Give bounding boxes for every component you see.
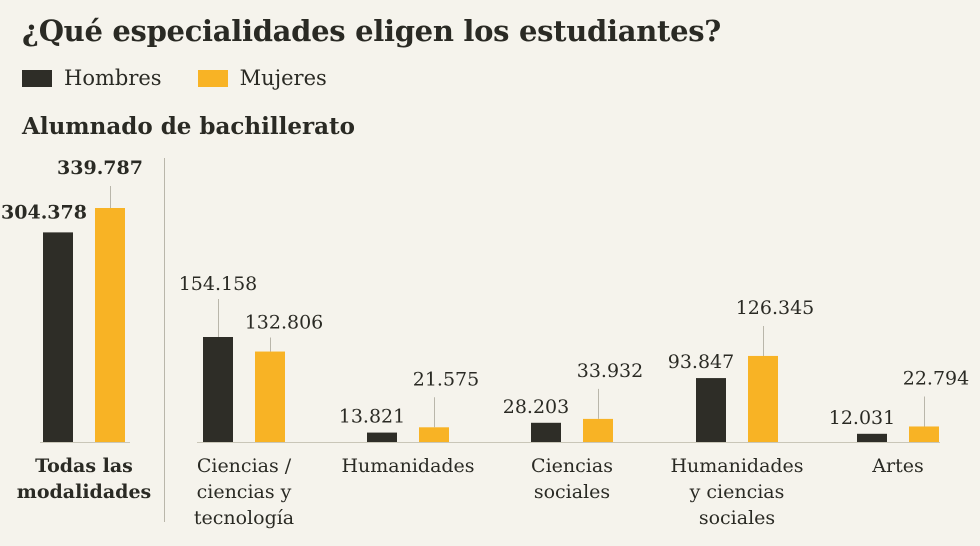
category-label: Ciencias sociales xyxy=(497,453,647,505)
bar-hombres xyxy=(531,422,561,442)
bar-mujeres xyxy=(95,208,125,442)
data-label-hombres: 13.821 xyxy=(339,406,405,428)
category-label: Todas las modalidades xyxy=(9,453,159,505)
category-label-line: Humanidades xyxy=(341,455,475,477)
category-label: Humanidades y ciencias sociales xyxy=(662,453,812,531)
category-label: Artes xyxy=(823,453,973,479)
bar-hombres xyxy=(43,232,73,442)
data-label-hombres: 12.031 xyxy=(829,407,895,429)
chart-subtitle: Alumnado de bachillerato xyxy=(22,113,355,140)
category-label-line: ciencias y xyxy=(196,481,292,503)
bar-mujeres xyxy=(909,426,939,442)
category-label-line: sociales xyxy=(698,507,776,529)
category-label-line: Ciencias xyxy=(531,455,613,477)
category-label: Ciencias / ciencias y tecnología xyxy=(169,453,319,531)
category-label-line: y ciencias xyxy=(689,481,785,503)
data-label-hombres: 304.378 xyxy=(1,201,87,223)
data-label-mujeres: 132.806 xyxy=(245,312,324,334)
bar-mujeres xyxy=(748,355,778,442)
category-label-line: sociales xyxy=(533,481,611,503)
legend-label-hombres: Hombres xyxy=(64,66,162,90)
category-label-line: Artes xyxy=(872,455,924,477)
legend-label-mujeres: Mujeres xyxy=(239,66,327,90)
data-label-hombres: 93.847 xyxy=(668,351,734,373)
legend: Hombres Mujeres xyxy=(22,66,363,90)
bar-mujeres xyxy=(583,418,613,442)
legend-swatch-hombres xyxy=(22,69,52,87)
bar-hombres xyxy=(203,337,233,442)
category-label-line: tecnología xyxy=(193,507,295,529)
category-label-line: Todas las xyxy=(35,455,133,477)
bar-mujeres xyxy=(255,351,285,442)
bar-hombres xyxy=(696,378,726,442)
category-label-line: Humanidades xyxy=(670,455,804,477)
data-label-mujeres: 21.575 xyxy=(413,368,479,390)
data-label-mujeres: 22.794 xyxy=(903,367,969,389)
data-label-hombres: 28.203 xyxy=(503,396,569,418)
chart-title: ¿Qué especialidades eligen los estudiant… xyxy=(22,14,721,48)
data-label-hombres: 154.158 xyxy=(179,273,258,295)
legend-item-hombres: Hombres xyxy=(22,66,162,90)
data-label-mujeres: 33.932 xyxy=(577,360,643,382)
data-label-mujeres: 126.345 xyxy=(736,297,815,319)
bar-hombres xyxy=(367,432,397,442)
category-label-line: Ciencias / xyxy=(196,455,292,477)
legend-swatch-mujeres xyxy=(197,69,228,87)
legend-item-mujeres: Mujeres xyxy=(197,66,327,90)
data-label-mujeres: 339.787 xyxy=(57,157,143,179)
bar-mujeres xyxy=(419,427,449,442)
bar-hombres xyxy=(857,433,887,442)
category-label-line: modalidades xyxy=(16,481,152,503)
category-label: Humanidades xyxy=(333,453,483,479)
